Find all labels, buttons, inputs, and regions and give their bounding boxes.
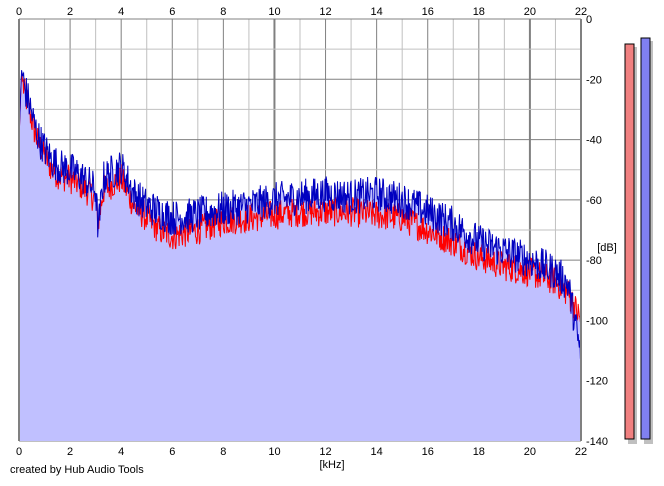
credit-text: created by Hub Audio Tools <box>10 464 144 476</box>
x-axis-unit-label: [kHz] <box>319 459 344 471</box>
x-tick-label-top: 6 <box>169 6 175 18</box>
channel-2-level-meter <box>640 37 651 440</box>
x-tick-label-bottom: 10 <box>268 446 280 458</box>
x-tick-label-bottom: 12 <box>319 446 331 458</box>
channel-1-level-meter <box>624 43 635 440</box>
x-tick-label-bottom: 6 <box>169 446 175 458</box>
y-tick-label: 0 <box>586 14 592 26</box>
y-tick-label: -40 <box>586 135 602 147</box>
x-tick-label-top: 14 <box>371 6 383 18</box>
y-tick-label: -60 <box>586 195 602 207</box>
y-tick-label: -20 <box>586 74 602 86</box>
series-2-line <box>18 70 582 359</box>
x-tick-label-top: 4 <box>118 6 124 18</box>
x-tick-label-top: 22 <box>575 6 587 18</box>
x-tick-label-bottom: 16 <box>422 446 434 458</box>
x-tick-label-bottom: 4 <box>118 446 124 458</box>
spectrum-fill-area <box>19 70 581 441</box>
series-1-line <box>18 73 582 323</box>
x-tick-label-bottom: 18 <box>473 446 485 458</box>
x-tick-label-top: 12 <box>319 6 331 18</box>
x-tick-label-top: 2 <box>67 6 73 18</box>
x-tick-label-bottom: 0 <box>16 446 22 458</box>
x-tick-label-bottom: 20 <box>524 446 536 458</box>
x-tick-label-top: 8 <box>220 6 226 18</box>
x-tick-label-bottom: 22 <box>575 446 587 458</box>
x-tick-label-top: 18 <box>473 6 485 18</box>
x-tick-label-top: 10 <box>268 6 280 18</box>
x-tick-label-bottom: 8 <box>220 446 226 458</box>
x-tick-label-top: 20 <box>524 6 536 18</box>
x-tick-label-bottom: 2 <box>67 446 73 458</box>
y-tick-label: -100 <box>586 315 608 327</box>
x-tick-label-top: 16 <box>422 6 434 18</box>
y-tick-label: -80 <box>586 255 602 267</box>
y-tick-label: -140 <box>586 436 608 448</box>
x-tick-label-bottom: 14 <box>371 446 383 458</box>
y-tick-label: -120 <box>586 376 608 388</box>
y-axis-unit-label: [dB] <box>597 242 617 254</box>
x-tick-label-top: 0 <box>16 6 22 18</box>
